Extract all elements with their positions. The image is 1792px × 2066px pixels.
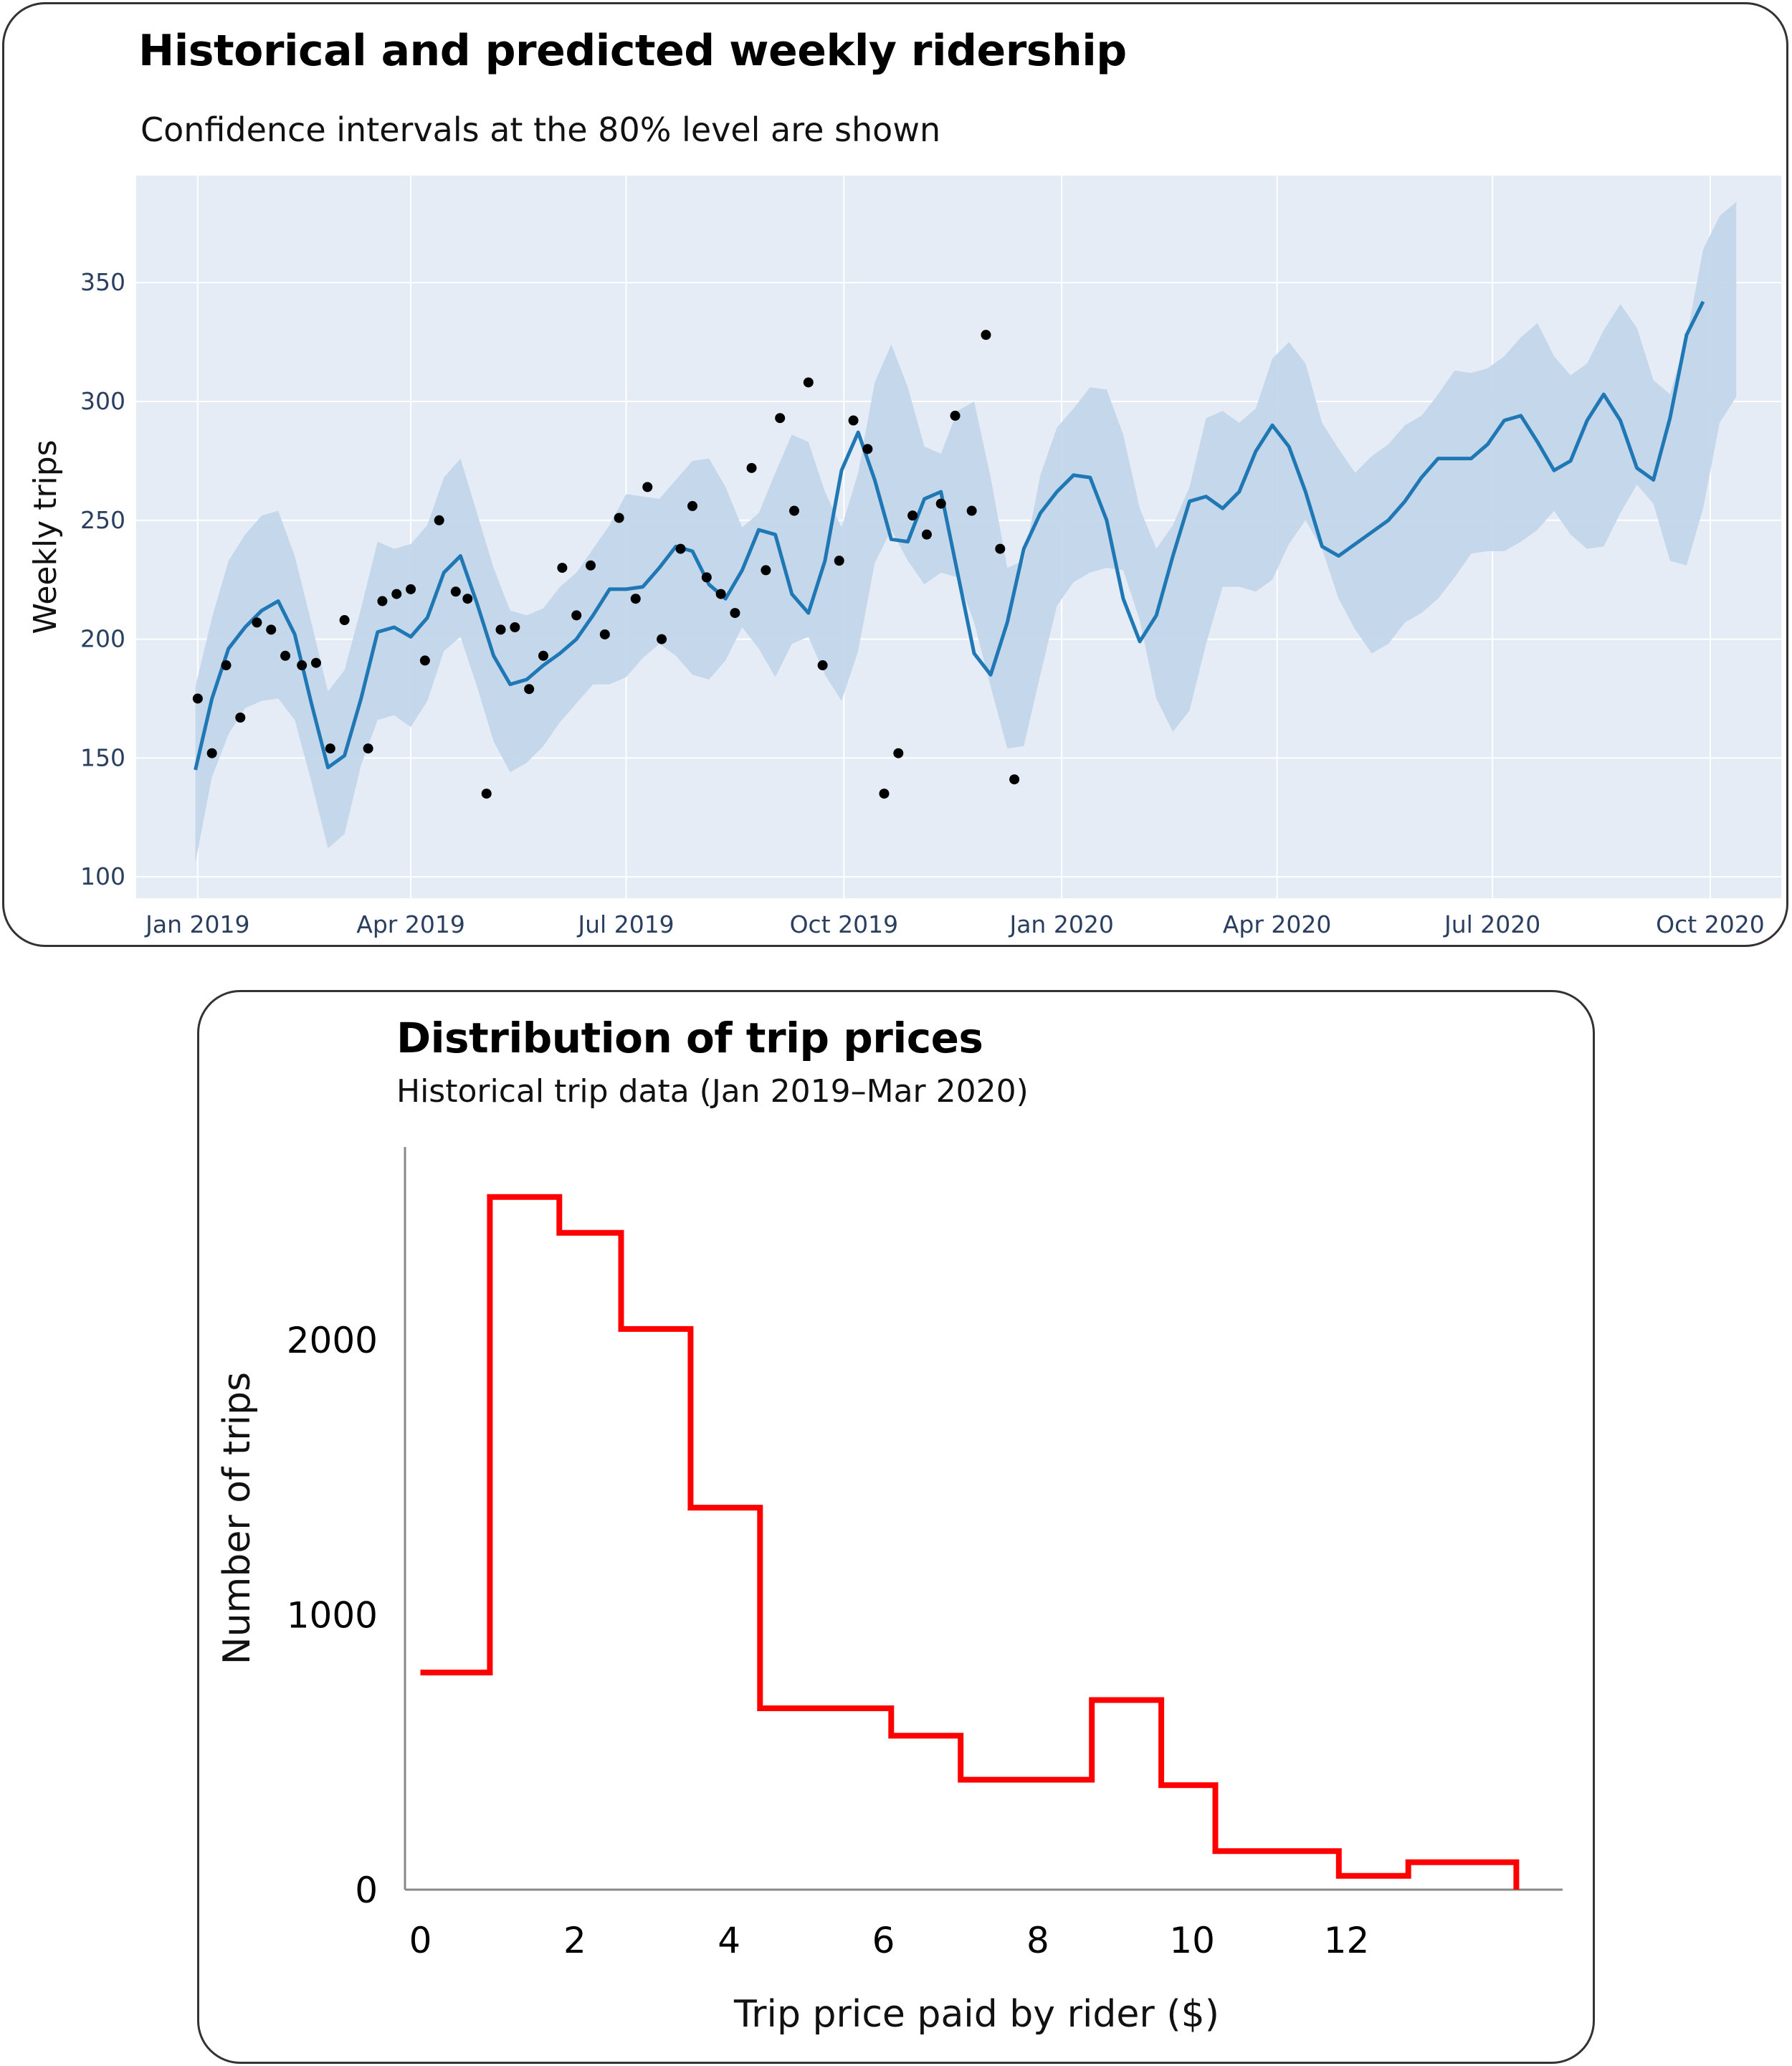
observed-point: [192, 693, 203, 704]
histogram-step-line: [420, 1194, 1520, 1890]
x-tick-label: Oct 2019: [790, 910, 899, 938]
x-tick-label: Jan 2019: [144, 910, 249, 938]
observed-point: [935, 498, 946, 509]
forecast-chart-title: Historical and predicted weekly ridershi…: [138, 26, 1127, 76]
observed-point: [252, 617, 262, 628]
x-tick-label: Jan 2020: [1008, 910, 1113, 938]
y-tick-label: 0: [355, 1870, 378, 1911]
x-tick-label: 10: [1169, 1920, 1215, 1961]
observed-point: [586, 560, 596, 571]
y-tick-label: 350: [80, 268, 125, 296]
histogram-chart-subtitle: Historical trip data (Jan 2019–Mar 2020): [396, 1073, 1029, 1110]
x-tick-label: 8: [1026, 1920, 1049, 1961]
x-tick-label: 0: [409, 1920, 432, 1961]
observed-point: [221, 660, 232, 671]
observed-point: [817, 660, 828, 671]
x-tick-label: Apr 2019: [356, 910, 465, 938]
y-tick-label: 300: [80, 387, 125, 415]
y-tick-label: 150: [80, 743, 125, 771]
observed-point: [280, 650, 291, 661]
observed-point: [571, 610, 582, 621]
observed-point: [325, 743, 335, 754]
x-tick-label: 12: [1324, 1920, 1370, 1961]
observed-point: [297, 660, 308, 671]
observed-point: [834, 556, 844, 566]
y-tick-label: 2000: [287, 1320, 378, 1361]
observed-point: [538, 650, 548, 661]
observed-point: [434, 515, 444, 525]
observed-point: [339, 615, 350, 626]
observed-point: [995, 543, 1006, 554]
observed-point: [406, 584, 416, 594]
observed-point: [715, 589, 726, 599]
forecast-chart-subtitle: Confidence intervals at the 80% level ar…: [140, 110, 941, 149]
observed-point: [848, 415, 859, 426]
observed-point: [206, 748, 217, 758]
observed-point: [419, 655, 430, 666]
observed-point: [377, 596, 388, 606]
observed-point: [235, 713, 246, 723]
y-axis-label: Weekly trips: [27, 439, 64, 634]
y-tick-label: 100: [80, 862, 125, 890]
observed-point: [510, 622, 520, 632]
y-axis-label: Number of trips: [216, 1372, 259, 1665]
observed-point: [879, 789, 890, 799]
observed-point: [657, 634, 667, 644]
observed-point: [266, 624, 277, 635]
y-tick-label: 250: [80, 506, 125, 534]
observed-point: [642, 482, 653, 492]
observed-point: [907, 510, 918, 521]
observed-point: [921, 529, 932, 540]
x-tick-label: 6: [872, 1920, 895, 1961]
confidence-band: [195, 201, 1737, 863]
x-tick-label: Apr 2020: [1223, 910, 1332, 938]
x-tick-label: Jul 2019: [576, 910, 674, 938]
observed-point: [495, 624, 506, 635]
observed-point: [391, 589, 402, 599]
x-axis-label: Trip price paid by rider ($): [733, 1993, 1219, 2036]
x-tick-label: 4: [718, 1920, 740, 1961]
observed-point: [862, 444, 873, 454]
observed-point: [701, 572, 712, 583]
observed-point: [789, 505, 799, 516]
observed-point: [981, 330, 991, 341]
observed-point: [775, 413, 786, 424]
histogram-card: Distribution of trip prices Historical t…: [197, 990, 1595, 2064]
observed-point: [893, 748, 904, 758]
observed-point: [950, 410, 961, 421]
observed-point: [363, 743, 373, 754]
observed-point: [730, 608, 740, 619]
y-tick-label: 200: [80, 625, 125, 653]
x-tick-label: Jul 2020: [1443, 910, 1540, 938]
observed-point: [761, 565, 771, 576]
y-tick-label: 1000: [287, 1595, 378, 1637]
observed-point: [687, 500, 698, 511]
x-tick-label: 2: [563, 1920, 586, 1961]
observed-point: [557, 563, 568, 573]
observed-point: [450, 586, 461, 597]
observed-point: [524, 684, 535, 695]
observed-point: [310, 657, 321, 668]
observed-point: [675, 543, 686, 554]
forecast-line: [194, 300, 1705, 771]
observed-point: [746, 462, 757, 473]
x-tick-label: Oct 2020: [1656, 910, 1765, 938]
observed-point: [966, 505, 977, 516]
observed-point: [803, 377, 814, 388]
observed-point: [481, 789, 492, 799]
observed-point: [462, 594, 473, 604]
observed-point: [599, 629, 610, 639]
observed-point: [1009, 774, 1020, 785]
histogram-chart-title: Distribution of trip prices: [396, 1014, 983, 1062]
observed-point: [630, 594, 641, 604]
observed-point: [614, 513, 624, 523]
